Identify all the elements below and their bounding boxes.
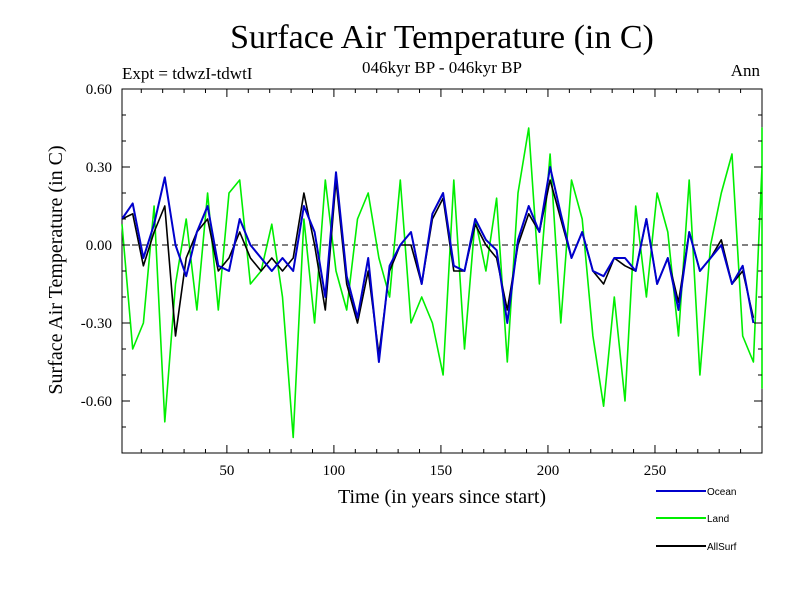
- y-tick-label: -0.30: [81, 316, 112, 332]
- chart-subtitle-left: Expt = tdwzI-tdwtI: [122, 64, 253, 83]
- y-axis-label: Surface Air Temperature (in C): [45, 145, 67, 394]
- x-axis-label: Time (in years since start): [338, 486, 546, 508]
- plot-area: [121, 88, 763, 454]
- legend: Ocean Land AllSurf: [656, 487, 737, 553]
- x-tick-label: 50: [219, 463, 234, 479]
- series-line-land: [121, 127, 763, 439]
- legend-label-allsurf: AllSurf: [707, 542, 737, 553]
- y-tick-label: -0.60: [81, 394, 112, 410]
- series-line-allsurf: [121, 179, 755, 356]
- legend-label-land: Land: [707, 514, 729, 525]
- chart-title: Surface Air Temperature (in C): [230, 19, 654, 56]
- y-tick-label: 0.60: [86, 82, 112, 98]
- series-line-ocean: [121, 166, 755, 363]
- x-tick-label: 150: [430, 463, 453, 479]
- x-tick-label: 250: [644, 463, 667, 479]
- series-group: [121, 127, 763, 439]
- y-tick-label: 0.00: [86, 238, 112, 254]
- chart-subtitle-center: 046kyr BP - 046kyr BP: [362, 58, 522, 77]
- x-tick-label: 100: [323, 463, 346, 479]
- x-axis: 50 100 150 200 250: [140, 89, 742, 479]
- y-axis: 0.60 0.30 0.00 -0.30 -0.60: [81, 82, 762, 454]
- chart-subtitle-right: Ann: [731, 61, 761, 80]
- y-tick-label: 0.30: [86, 160, 112, 176]
- legend-label-ocean: Ocean: [707, 487, 736, 498]
- x-tick-label: 200: [537, 463, 560, 479]
